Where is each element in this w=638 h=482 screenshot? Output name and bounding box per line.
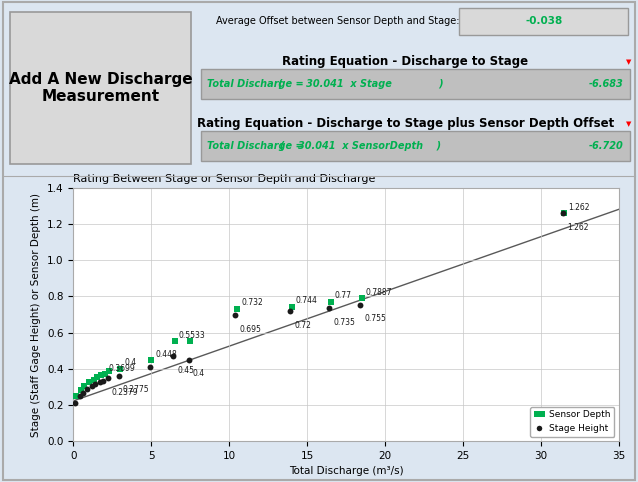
Text: 0.744: 0.744 — [296, 296, 318, 305]
Legend: Sensor Depth, Stage Height: Sensor Depth, Stage Height — [530, 407, 614, 437]
FancyBboxPatch shape — [459, 8, 628, 35]
Text: ▼: ▼ — [627, 121, 632, 127]
X-axis label: Total Discharge (m³/s): Total Discharge (m³/s) — [289, 466, 403, 476]
Point — [100, 370, 110, 378]
Point — [559, 209, 569, 217]
Text: 0.3699: 0.3699 — [108, 364, 135, 373]
Point — [558, 209, 568, 217]
Text: Total Discharge =: Total Discharge = — [207, 141, 304, 151]
Y-axis label: Stage (Staff Gage Height) or Sensor Depth (m): Stage (Staff Gage Height) or Sensor Dept… — [31, 192, 41, 437]
Text: 0.735: 0.735 — [333, 318, 355, 327]
Text: Add A New Discharge
Measurement: Add A New Discharge Measurement — [9, 72, 192, 104]
Point — [170, 337, 180, 345]
Text: -0.038: -0.038 — [525, 16, 563, 26]
Point — [104, 368, 114, 375]
Text: (       30.041  x Stage              ): ( 30.041 x Stage ) — [278, 79, 443, 89]
Point — [357, 295, 367, 302]
Text: 0.4: 0.4 — [193, 369, 205, 378]
Point — [92, 373, 102, 381]
Text: 0.5533: 0.5533 — [179, 331, 205, 340]
Point — [168, 352, 178, 360]
Text: 0.45: 0.45 — [177, 366, 195, 375]
Text: 0.72: 0.72 — [294, 321, 311, 330]
Point — [146, 356, 156, 364]
Text: -6.720: -6.720 — [590, 141, 624, 151]
Text: 0.7887: 0.7887 — [366, 288, 392, 297]
Point — [95, 378, 105, 386]
Point — [114, 372, 124, 379]
Text: 0.732: 0.732 — [241, 298, 263, 308]
Text: 0.448: 0.448 — [156, 349, 177, 359]
Text: (    30.041  x SensorDepth    ): ( 30.041 x SensorDepth ) — [280, 141, 441, 151]
Point — [115, 365, 125, 373]
Text: 0.4: 0.4 — [124, 358, 137, 367]
Text: 0.2379: 0.2379 — [112, 388, 138, 397]
Point — [355, 301, 365, 308]
Text: 0.2775: 0.2775 — [122, 385, 149, 394]
Point — [79, 382, 89, 390]
Text: Rating Equation - Discharge to Stage plus Sensor Depth Offset: Rating Equation - Discharge to Stage plu… — [197, 117, 614, 130]
FancyBboxPatch shape — [201, 68, 630, 98]
Point — [76, 386, 86, 393]
Point — [325, 298, 336, 306]
Text: ▼: ▼ — [627, 59, 632, 66]
Point — [87, 383, 97, 390]
Point — [103, 375, 113, 382]
Text: Total Discharge =: Total Discharge = — [207, 79, 304, 89]
Text: Average Offset between Sensor Depth and Stage:: Average Offset between Sensor Depth and … — [216, 16, 459, 26]
Point — [324, 304, 334, 312]
Point — [145, 363, 155, 371]
Point — [84, 378, 94, 386]
Point — [70, 399, 80, 407]
FancyBboxPatch shape — [10, 13, 191, 163]
Text: 1.262: 1.262 — [567, 223, 588, 232]
Text: -6.683: -6.683 — [590, 79, 624, 89]
Text: 0.755: 0.755 — [364, 314, 386, 323]
Point — [78, 389, 88, 397]
Point — [75, 392, 85, 400]
Point — [71, 392, 82, 400]
Point — [96, 371, 107, 379]
Point — [185, 337, 195, 345]
Text: 0.695: 0.695 — [240, 325, 262, 334]
Point — [286, 303, 297, 310]
Text: 1.262: 1.262 — [568, 202, 590, 212]
Point — [232, 305, 242, 313]
FancyBboxPatch shape — [201, 131, 630, 161]
Point — [285, 307, 295, 315]
Point — [89, 376, 99, 384]
Point — [82, 385, 93, 393]
Text: 0.77: 0.77 — [335, 292, 352, 300]
Text: Rating Equation - Discharge to Stage: Rating Equation - Discharge to Stage — [282, 55, 528, 68]
Point — [230, 311, 241, 319]
Point — [184, 356, 194, 363]
Point — [98, 377, 108, 385]
Point — [90, 380, 100, 388]
Text: Rating Between Stage or Sensor Depth and Discharge: Rating Between Stage or Sensor Depth and… — [73, 174, 376, 185]
